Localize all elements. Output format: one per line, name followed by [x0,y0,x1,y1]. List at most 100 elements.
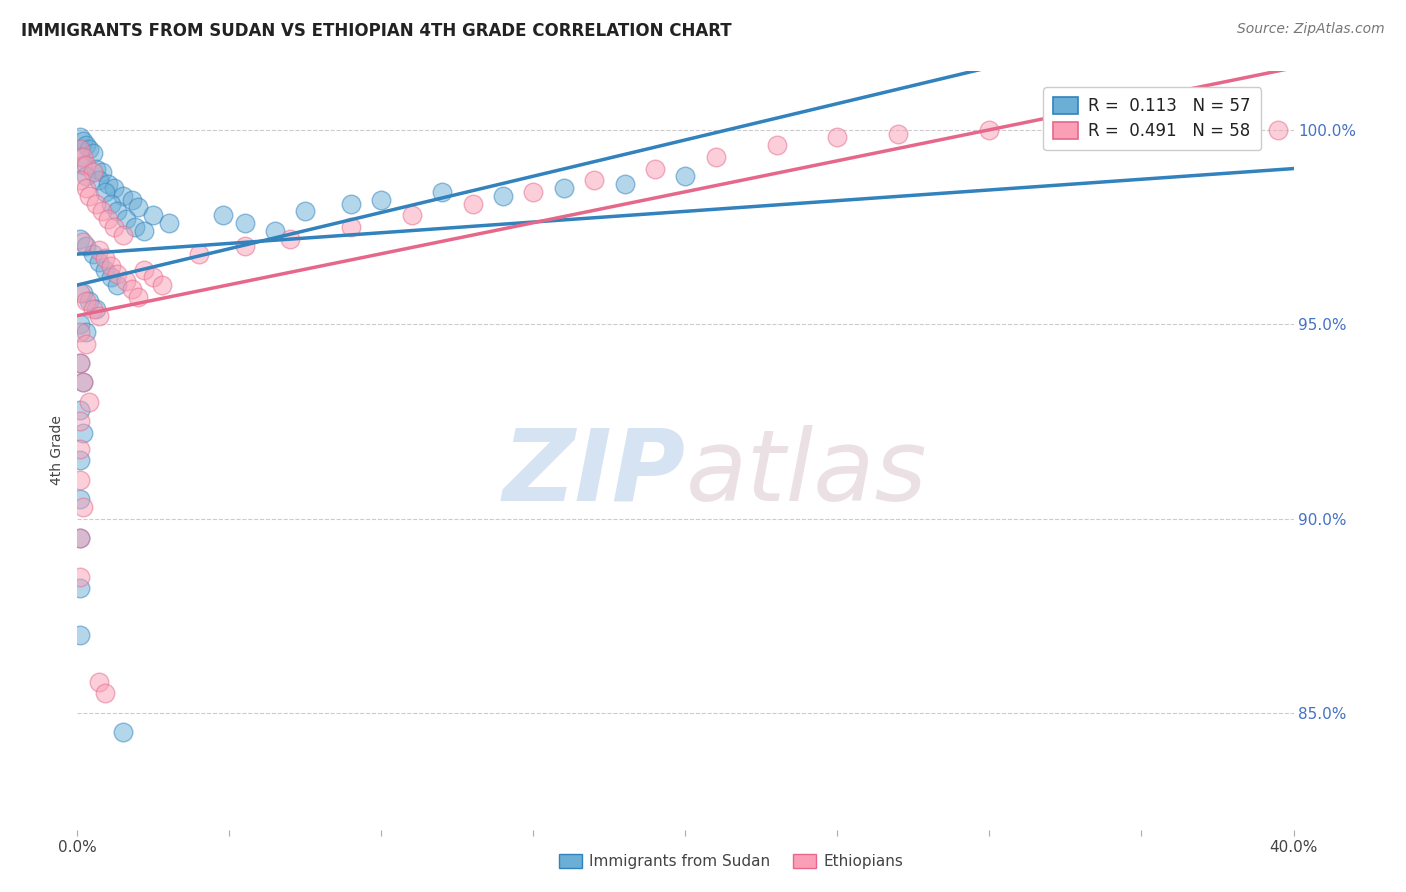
Point [84,161,107,176]
Point [82,146,104,161]
Point [75,181,97,195]
Point [93,262,115,277]
Point [827,130,849,145]
Point [100,196,122,211]
Point [461,196,484,211]
Point [111,725,134,739]
Point [75,325,97,339]
Text: IMMIGRANTS FROM SUDAN VS ETHIOPIAN 4TH GRADE CORRELATION CHART: IMMIGRANTS FROM SUDAN VS ETHIOPIAN 4TH G… [21,22,731,40]
Point [127,290,149,304]
Point [127,201,149,215]
Point [233,239,256,253]
Point [69,285,91,300]
Point [69,142,91,156]
Point [72,425,94,440]
Point [97,177,120,191]
Point [134,224,156,238]
Point [294,204,316,219]
Point [69,356,91,370]
Point [157,216,180,230]
Point [72,376,94,390]
Point [69,491,91,506]
Point [188,247,211,261]
Point [522,185,544,199]
Point [105,278,128,293]
Point [72,134,94,148]
Point [69,356,91,370]
Point [87,173,110,187]
Point [90,204,112,219]
Y-axis label: 4th Grade: 4th Grade [51,416,65,485]
Point [142,270,165,285]
Point [97,212,120,227]
Point [152,278,174,293]
Legend: Immigrants from Sudan, Ethiopians: Immigrants from Sudan, Ethiopians [553,848,910,875]
Point [142,208,165,222]
Point [115,212,138,227]
Point [82,301,104,316]
Point [75,293,97,308]
Point [430,185,453,199]
Point [79,395,101,409]
Point [1130,122,1153,136]
Point [82,247,104,261]
Point [79,142,101,156]
Point [87,255,110,269]
Point [111,227,134,242]
Point [69,402,91,417]
Point [887,127,910,141]
Point [69,173,91,187]
Point [613,177,636,191]
Point [233,216,256,230]
Point [765,138,787,153]
Point [100,270,122,285]
Point [675,169,697,184]
Point [87,674,110,689]
Point [93,185,115,199]
Point [69,325,91,339]
Point [401,208,423,222]
Point [121,193,143,207]
Point [69,531,91,545]
Point [75,138,97,153]
Point [69,453,91,467]
Point [69,442,91,456]
Point [75,336,97,351]
Point [1267,122,1289,136]
Point [553,181,575,195]
Point [69,570,91,584]
Point [1070,122,1092,136]
Point [72,235,94,250]
Point [69,628,91,642]
Point [103,181,125,195]
Point [72,158,94,172]
Point [340,219,363,234]
Point [75,169,97,184]
Point [278,231,301,245]
Point [69,582,91,596]
Point [79,293,101,308]
Point [87,244,110,258]
Point [72,376,94,390]
Point [90,165,112,179]
Point [82,165,104,179]
Point [492,188,515,202]
Point [69,414,91,428]
Point [644,161,666,176]
Point [264,224,287,238]
Point [1206,122,1229,136]
Point [69,473,91,487]
Point [134,262,156,277]
Point [121,282,143,296]
Point [84,196,107,211]
Point [72,500,94,514]
Legend: R =  0.113   N = 57, R =  0.491   N = 58: R = 0.113 N = 57, R = 0.491 N = 58 [1043,87,1261,150]
Point [704,150,727,164]
Text: atlas: atlas [686,425,927,522]
Point [105,204,128,219]
Point [87,310,110,324]
Point [75,158,97,172]
Point [93,251,115,265]
Point [93,686,115,700]
Point [103,219,125,234]
